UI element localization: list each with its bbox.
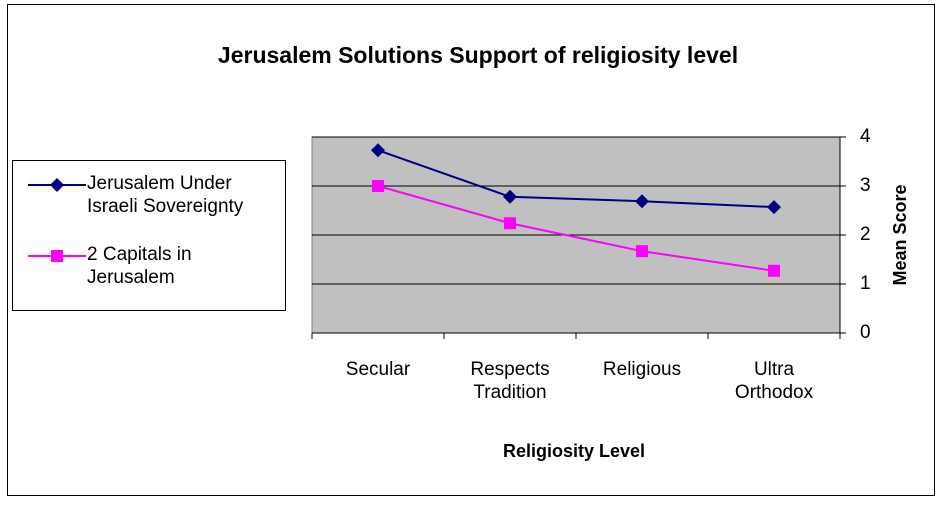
data-point bbox=[635, 194, 649, 209]
y-axis-title: Mean Score bbox=[890, 184, 910, 285]
data-point bbox=[768, 264, 780, 277]
data-point bbox=[636, 245, 648, 258]
y-tick-label: 1 bbox=[860, 273, 871, 294]
data-point bbox=[504, 217, 516, 230]
y-tick-label: 2 bbox=[860, 224, 871, 245]
x-axis-title: Religiosity Level bbox=[503, 441, 645, 461]
data-point bbox=[767, 200, 781, 215]
series-line bbox=[377, 149, 775, 209]
legend-label: Jerusalem Under Israeli Sovereignty bbox=[87, 173, 244, 217]
x-tick-label: Respects Tradition bbox=[470, 359, 550, 403]
data-point bbox=[372, 180, 384, 192]
x-tick-label: Religious bbox=[602, 359, 682, 380]
legend-marker bbox=[50, 178, 64, 192]
data-point bbox=[503, 189, 517, 204]
y-tick-label: 4 bbox=[860, 126, 871, 147]
data-point bbox=[371, 143, 385, 158]
x-tick-label: Secular bbox=[345, 359, 411, 380]
legend-label: 2 Capitals in Jerusalem bbox=[87, 244, 192, 288]
series-line bbox=[377, 185, 775, 272]
x-tick-label: Ultra Orthodox bbox=[734, 359, 814, 403]
chart-title: Jerusalem Solutions Support of religiosi… bbox=[218, 42, 738, 68]
legend-marker bbox=[51, 250, 63, 262]
legend-box bbox=[12, 160, 286, 311]
y-tick-label: 3 bbox=[860, 175, 871, 196]
y-tick-label: 0 bbox=[860, 322, 871, 343]
